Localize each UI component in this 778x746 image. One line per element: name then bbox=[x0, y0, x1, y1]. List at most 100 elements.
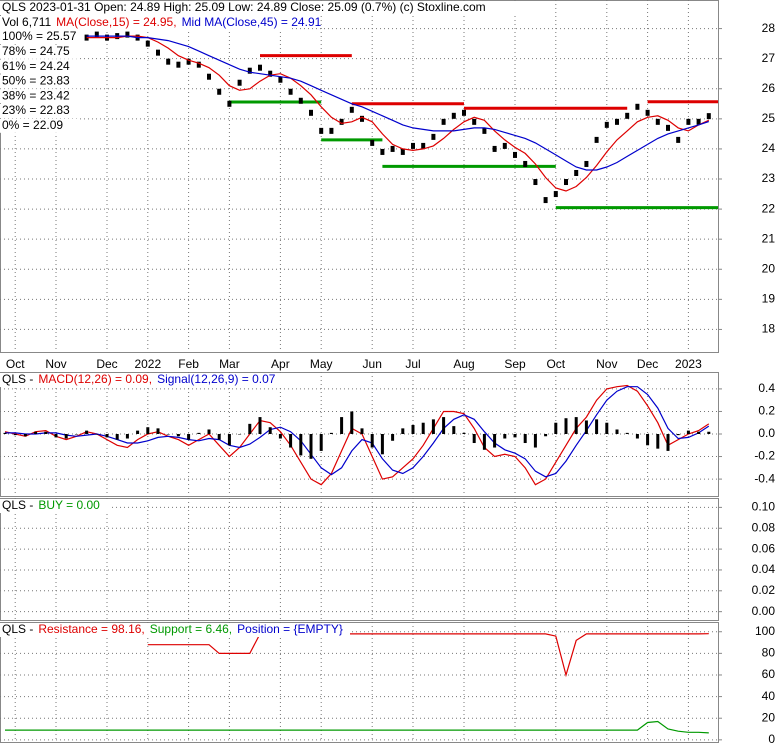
x-tick-label: Mar bbox=[219, 357, 240, 371]
histogram-bar bbox=[391, 434, 395, 441]
fib-label: 61% = 24.24 bbox=[2, 59, 70, 73]
panel-legend: QLS - Resistance = 98.16, Support = 6.46, P… bbox=[2, 622, 343, 636]
histogram-bar bbox=[44, 431, 48, 434]
price-bar bbox=[319, 127, 324, 134]
price-bar bbox=[635, 103, 640, 110]
y-tick-label: 25 bbox=[762, 111, 776, 125]
price-bar bbox=[360, 115, 364, 122]
x-tick-label: Feb bbox=[178, 357, 199, 371]
y-tick-label: 0 bbox=[768, 732, 775, 746]
price-bar bbox=[533, 179, 538, 186]
price-bar bbox=[400, 148, 405, 155]
histogram-bar bbox=[289, 434, 293, 448]
price-bar bbox=[390, 145, 395, 152]
y-tick-label: 23 bbox=[762, 171, 776, 185]
price-bar bbox=[492, 145, 497, 152]
price-bar bbox=[329, 127, 334, 134]
price-bar bbox=[615, 118, 619, 125]
price-bar bbox=[156, 49, 160, 56]
series-line bbox=[86, 35, 710, 192]
series-line bbox=[5, 386, 710, 478]
histogram-bar bbox=[115, 434, 119, 440]
fib-label: 78% = 24.75 bbox=[2, 44, 70, 58]
price-bar bbox=[217, 88, 222, 95]
panel-frame bbox=[0, 622, 719, 743]
x-tick-label: Oct bbox=[546, 357, 565, 371]
fib-label: 38% = 23.42 bbox=[2, 88, 70, 102]
histogram-bar bbox=[401, 428, 405, 434]
chart-title: QLS 2023-01-31 Open: 24.89 High: 25.09 L… bbox=[2, 0, 486, 14]
y-tick-label: 18 bbox=[762, 322, 776, 336]
x-tick-label: Jul bbox=[405, 357, 420, 371]
panel-title: QLS - bbox=[2, 622, 33, 636]
label-bg bbox=[0, 16, 290, 30]
histogram-bar bbox=[452, 426, 456, 434]
price-bar bbox=[523, 160, 528, 167]
histogram-bar bbox=[656, 434, 660, 449]
legend-entry: MACD(12,26) = 0.09, bbox=[38, 372, 152, 386]
label-bg bbox=[0, 30, 80, 44]
y-tick-label: 20 bbox=[762, 261, 776, 275]
series-line bbox=[86, 35, 709, 171]
x-tick-label: Apr bbox=[271, 357, 290, 371]
x-tick-label: Dec bbox=[96, 357, 117, 371]
price-bar bbox=[472, 118, 477, 125]
y-tick-label: 22 bbox=[762, 201, 776, 215]
price-bar bbox=[421, 142, 426, 149]
price-bar bbox=[696, 118, 701, 125]
price-bar bbox=[584, 160, 589, 167]
y-tick-label: 19 bbox=[762, 292, 776, 306]
histogram-bar bbox=[574, 417, 578, 434]
panel-frame bbox=[0, 498, 719, 621]
histogram-bar bbox=[472, 434, 476, 444]
histogram-bar bbox=[217, 434, 221, 440]
y-tick-label: 60 bbox=[762, 667, 776, 681]
x-tick-label: May bbox=[310, 357, 333, 371]
histogram-bar bbox=[146, 427, 150, 434]
histogram-bar bbox=[380, 434, 384, 455]
price-bar bbox=[176, 61, 181, 68]
histogram-bar bbox=[319, 434, 323, 451]
histogram-bar bbox=[238, 434, 242, 435]
histogram-bar bbox=[482, 434, 486, 450]
histogram-bar bbox=[34, 431, 38, 434]
panel-title: QLS - bbox=[2, 498, 33, 512]
histogram-bar bbox=[187, 434, 191, 440]
y-tick-label: 27 bbox=[762, 51, 776, 65]
panel-legend: QLS - MACD(12,26) = 0.09, Signal(12,26,9) … bbox=[2, 372, 276, 386]
price-bar bbox=[543, 197, 548, 204]
price-bar bbox=[513, 151, 517, 158]
y-tick-label: 0.02 bbox=[752, 583, 776, 597]
histogram-bar bbox=[503, 434, 507, 439]
histogram-bar bbox=[197, 432, 201, 434]
panel-frame bbox=[0, 0, 719, 353]
y-tick-label: -0.2 bbox=[754, 449, 775, 463]
price-bar bbox=[594, 136, 599, 143]
histogram-bar bbox=[166, 434, 170, 435]
y-tick-label: 21 bbox=[762, 231, 776, 245]
price-bar bbox=[380, 148, 385, 155]
label-bg bbox=[0, 118, 80, 133]
price-bar bbox=[278, 76, 283, 83]
series-line bbox=[5, 720, 709, 734]
fib-label: 50% = 23.83 bbox=[2, 74, 70, 88]
histogram-bar bbox=[299, 434, 303, 456]
y-tick-label: -0.4 bbox=[754, 471, 775, 485]
legend-entry: Support = 6.46, bbox=[150, 622, 232, 636]
price-bar bbox=[564, 179, 568, 186]
y-tick-label: 24 bbox=[762, 141, 776, 155]
histogram-bar bbox=[584, 420, 588, 434]
label-bg bbox=[0, 373, 300, 387]
x-tick-label: 2023 bbox=[675, 357, 702, 371]
price-bar bbox=[258, 64, 262, 71]
histogram-bar bbox=[64, 434, 68, 439]
x-tick-label: Sep bbox=[504, 357, 526, 371]
x-tick-label: 2022 bbox=[134, 357, 161, 371]
price-bar bbox=[604, 121, 609, 128]
histogram-bar bbox=[625, 432, 629, 434]
histogram-bar bbox=[3, 432, 7, 434]
histogram-bar bbox=[595, 419, 599, 434]
y-tick-label: 0.00 bbox=[752, 604, 776, 618]
